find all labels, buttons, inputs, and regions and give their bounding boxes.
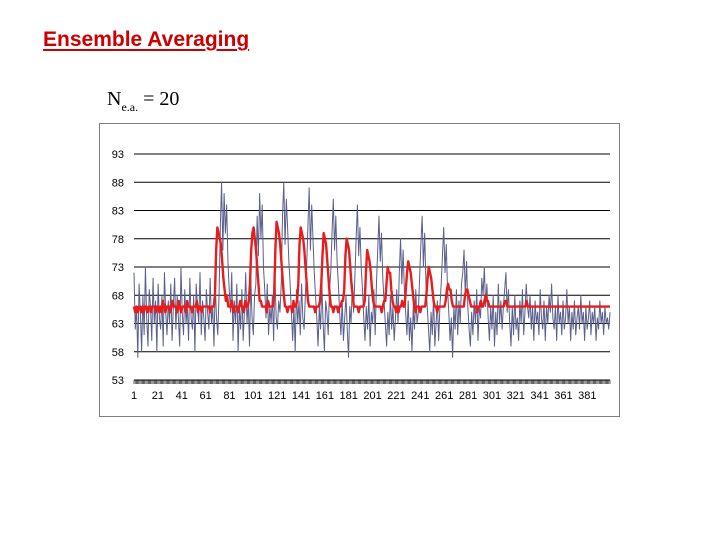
- x-tick-label-161: 161: [316, 390, 334, 402]
- x-tick-label-201: 201: [363, 390, 381, 402]
- x-tick-label-321: 321: [507, 390, 525, 402]
- y-tick-label-88: 88: [112, 177, 124, 189]
- y-tick-label-63: 63: [112, 319, 124, 331]
- x-tick-label-241: 241: [411, 390, 429, 402]
- y-tick-label-58: 58: [112, 347, 124, 359]
- series-lines: [132, 181, 611, 358]
- y-axis-ticks: 93 88 83 78 73 68 63 58 53: [112, 149, 124, 387]
- x-tick-label-21: 21: [152, 390, 164, 402]
- y-tick-label-93: 93: [112, 149, 124, 161]
- x-tick-label-261: 261: [435, 390, 453, 402]
- x-tick-label-141: 141: [292, 390, 310, 402]
- x-tick-label-361: 361: [554, 390, 572, 402]
- x-tick-label-181: 181: [340, 390, 358, 402]
- y-tick-label-73: 73: [112, 262, 124, 274]
- x-tick-label-41: 41: [176, 390, 188, 402]
- x-tick-label-121: 121: [268, 390, 286, 402]
- x-tick-label-1: 1: [131, 390, 137, 402]
- x-axis: 1 21 41 61 81 101 121 141 161 181 201 221 241 261 281 3…: [131, 379, 611, 402]
- y-tick-label-78: 78: [112, 234, 124, 246]
- series-line-ensemble-average: [132, 220, 610, 314]
- slide-title: Ensemble Averaging: [43, 28, 250, 51]
- series-line-raw-signal: [133, 181, 611, 358]
- x-tick-label-61: 61: [199, 390, 211, 402]
- x-tick-label-381: 381: [578, 390, 596, 402]
- x-tick-label-81: 81: [223, 390, 235, 402]
- x-tick-label-101: 101: [244, 390, 262, 402]
- x-tick-label-221: 221: [387, 390, 405, 402]
- x-tick-label-301: 301: [483, 390, 501, 402]
- formula-value: = 20: [138, 88, 180, 110]
- y-tick-label-83: 83: [112, 206, 124, 218]
- chart-frame: 93 88 83 78 73 68 63 58 53 1 21 41 61 81 101 121 141 161…: [99, 123, 620, 417]
- x-tick-label-341: 341: [530, 390, 548, 402]
- formula-subscript: e.a.: [121, 100, 139, 114]
- y-tick-label-68: 68: [112, 290, 124, 302]
- formula-symbol: N: [107, 88, 122, 110]
- y-tick-label-53: 53: [112, 375, 124, 387]
- x-tick-label-281: 281: [459, 390, 477, 402]
- formula-label: Ne.a. = 20: [107, 88, 179, 115]
